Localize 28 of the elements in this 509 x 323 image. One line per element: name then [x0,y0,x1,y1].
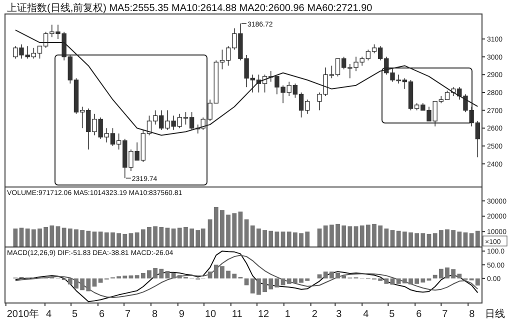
x-tick-label: 2 [312,309,318,320]
x-tick-label: 4 [46,309,52,320]
x-tick-label: 10 [204,309,217,320]
bar [208,272,212,278]
bar [165,271,170,278]
bar [238,212,243,247]
bar [274,278,280,288]
bar [354,226,358,247]
x-tick-label: 2010年 [6,308,40,320]
x-tick-label: 8 [152,309,158,320]
x-tick-label: 8 [469,309,476,320]
x-tick-label: 7 [442,309,448,320]
x-tick-label: 6 [416,309,422,320]
x-tick-label: 5 [72,309,78,320]
x-tick-label: 6 [98,309,105,320]
x-tick-label: 1 [284,309,291,320]
x-tick-label: 7 [125,309,132,320]
x-tick-label: 9 [178,309,185,320]
text: 日线 [485,308,505,320]
bar [56,226,60,247]
bar [13,228,18,247]
bar [128,275,134,278]
x-tick-label: 5 [389,309,396,320]
x-tick-label: 4 [363,309,370,320]
x-tick-label: 11 [232,309,243,320]
x-tick-label: 3 [336,309,342,320]
x-tick-label: 12 [258,309,270,320]
chart-title: 上证指数(日线,前复权) MA5:2555.35 MA10:2614.88 MA20:2600.96 MA60:2721.90 [7,2,373,14]
